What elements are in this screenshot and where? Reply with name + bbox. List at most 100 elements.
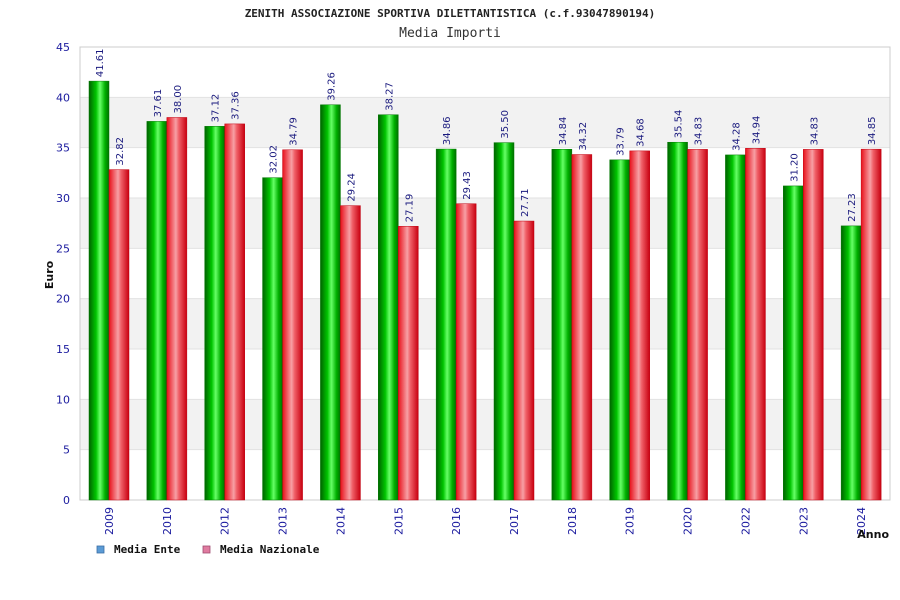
x-tick-label: 2024: [855, 507, 868, 535]
x-tick-label: 2016: [450, 507, 463, 535]
data-label: 35.50: [500, 110, 511, 139]
bar-media-nazionale-2014: [340, 205, 361, 501]
legend-swatch-media-nazionale: [202, 545, 211, 554]
x-tick-label: 2015: [392, 507, 405, 535]
bar-media-nazionale-2015: [398, 226, 419, 501]
x-tick-label: 2009: [103, 507, 116, 535]
data-label: 29.43: [462, 171, 473, 200]
grid-band: [80, 198, 890, 249]
legend-label-media-ente: Media Ente: [114, 543, 181, 556]
chart-subtitle: Media Importi: [399, 26, 501, 41]
legend-label-media-nazionale: Media Nazionale: [220, 543, 320, 556]
data-label: 34.68: [636, 118, 647, 147]
grid-band: [80, 97, 890, 148]
x-axis-ticks: 2009 2010 2012 2013 2014 2015 2016 2017 2018 2019…: [103, 507, 868, 535]
data-label: 34.83: [694, 117, 705, 146]
bar-media-ente-2022: [725, 154, 746, 501]
bar-media-nazionale-2012: [224, 123, 245, 501]
data-label: 32.02: [269, 145, 280, 174]
y-tick-label: 20: [56, 293, 70, 306]
chart-title: ZENITH ASSOCIAZIONE SPORTIVA DILETTANTIS…: [245, 7, 656, 20]
x-tick-label: 2012: [219, 507, 232, 535]
grid-bands: [80, 97, 890, 450]
bar-media-ente-2012: [204, 126, 225, 501]
bar-media-nazionale-2017: [513, 220, 535, 501]
grid-band: [80, 399, 890, 450]
y-axis-label: Euro: [43, 260, 56, 289]
bar-media-ente-2015: [378, 114, 399, 501]
data-label: 35.54: [674, 110, 685, 139]
data-label: 32.82: [115, 137, 126, 166]
bar-media-nazionale-2024: [860, 148, 882, 501]
x-tick-label: 2010: [161, 507, 174, 535]
x-tick-label: 2023: [797, 507, 810, 535]
bar-media-ente-2017: [493, 142, 515, 501]
data-label: 27.19: [404, 194, 415, 223]
bar-media-ente-2013: [262, 177, 283, 501]
legend: Media Ente Media Nazionale: [96, 543, 320, 556]
data-label: 27.23: [847, 193, 858, 222]
bar-media-nazionale-2019: [629, 150, 650, 501]
y-tick-label: 0: [63, 494, 70, 507]
x-tick-label: 2013: [277, 507, 290, 535]
data-label: 37.61: [153, 89, 164, 118]
x-tick-label: 2020: [682, 507, 695, 535]
x-axis-label: Anno: [857, 528, 889, 541]
data-label: 34.84: [558, 117, 569, 146]
bar-media-nazionale-2013: [282, 149, 303, 501]
data-label: 34.86: [442, 116, 453, 145]
data-label: 29.24: [346, 173, 357, 202]
x-tick-label: 2017: [508, 507, 521, 535]
y-tick-label: 10: [56, 393, 70, 406]
bar-media-nazionale-2022: [745, 148, 766, 501]
data-label: 34.32: [578, 122, 589, 151]
data-label: 34.28: [731, 122, 742, 151]
bar-media-ente-2009: [88, 80, 110, 501]
bar-media-nazionale-2020: [687, 149, 708, 501]
bar-media-ente-2023: [783, 185, 804, 501]
data-label: 34.79: [289, 117, 300, 146]
data-label: 34.83: [809, 117, 820, 146]
data-label: 41.61: [95, 48, 106, 77]
data-label: 34.94: [751, 116, 762, 145]
y-tick-label: 35: [56, 142, 70, 155]
bar-media-nazionale-2018: [571, 154, 593, 501]
bar-media-ente-2010: [146, 121, 168, 501]
bar-media-ente-2016: [435, 148, 457, 501]
bar-media-nazionale-2010: [166, 117, 188, 501]
bars: [88, 80, 882, 501]
y-tick-label: 30: [56, 192, 70, 205]
data-labels: 41.61 32.82 37.61 38.00 37.12 37.36 32.02 34.79…: [95, 48, 878, 222]
data-label: 27.71: [520, 188, 531, 217]
data-label: 31.20: [789, 153, 800, 182]
x-tick-label: 2014: [334, 507, 347, 535]
bar-media-ente-2018: [551, 149, 573, 501]
bar-media-ente-2024: [840, 225, 862, 501]
y-tick-label: 45: [56, 41, 70, 54]
y-axis-ticks: 0 5 10 15 20 25 30 35 40 45: [56, 41, 70, 507]
plot-area-border: [79, 46, 891, 501]
bar-media-ente-2014: [320, 104, 341, 501]
grid-band: [80, 298, 890, 349]
legend-swatch-media-ente: [96, 545, 105, 554]
bar-media-nazionale-2023: [803, 149, 824, 501]
data-label: 33.79: [616, 127, 627, 156]
x-tick-label: 2019: [624, 507, 637, 535]
data-label: 37.36: [231, 91, 242, 120]
data-label: 39.26: [326, 72, 337, 101]
bar-media-nazionale-2016: [455, 203, 477, 501]
y-tick-label: 25: [56, 242, 70, 255]
data-label: 37.12: [211, 94, 222, 123]
x-tick-label: 2022: [739, 507, 752, 535]
bar-media-ente-2020: [667, 141, 688, 501]
y-tick-label: 15: [56, 343, 70, 356]
data-label: 38.27: [384, 82, 395, 111]
y-tick-label: 40: [56, 91, 70, 104]
data-label: 34.85: [867, 117, 878, 146]
bar-media-ente-2019: [609, 159, 630, 501]
bar-media-nazionale-2009: [108, 169, 130, 501]
data-label: 38.00: [173, 85, 184, 114]
y-tick-label: 5: [63, 444, 70, 457]
x-tick-label: 2018: [566, 507, 579, 535]
